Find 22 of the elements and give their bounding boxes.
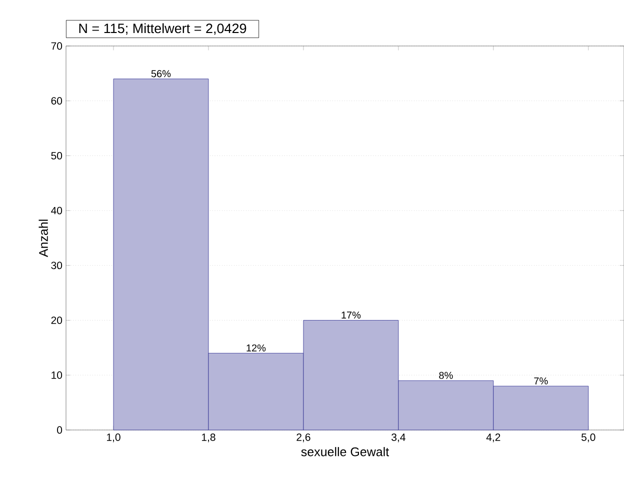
y-tick-label: 0 (57, 426, 62, 434)
x-tick-label: 4,2 (486, 434, 500, 442)
annotation: 7% (534, 377, 548, 384)
y-tick-label: 60 (51, 97, 62, 105)
annotation: 8% (439, 372, 453, 379)
y-tick-label: 40 (51, 206, 62, 214)
x-axis-title: sexuelle Gewalt (301, 447, 390, 456)
y-tick-label: 70 (51, 42, 62, 50)
y-tick-label: 30 (51, 262, 62, 270)
chart-title: N = 115; Mittelwert = 2,0429 (79, 23, 246, 35)
x-tick-label: 3,4 (392, 434, 406, 442)
y-tick-label: 10 (52, 371, 62, 379)
x-tick-label: 5,0 (582, 434, 596, 442)
x-tick-label: 1,8 (202, 434, 216, 442)
x-tick-label: 1,0 (106, 434, 120, 442)
annotation: 17% (342, 312, 361, 319)
y-tick-label: 20 (51, 316, 62, 324)
y-axis-title: Anzahl (38, 220, 48, 258)
y-tick-label: 50 (51, 152, 62, 160)
annotation: 56% (151, 70, 171, 78)
x-tick-label: 2,6 (296, 434, 310, 442)
annotation: 12% (246, 344, 266, 352)
